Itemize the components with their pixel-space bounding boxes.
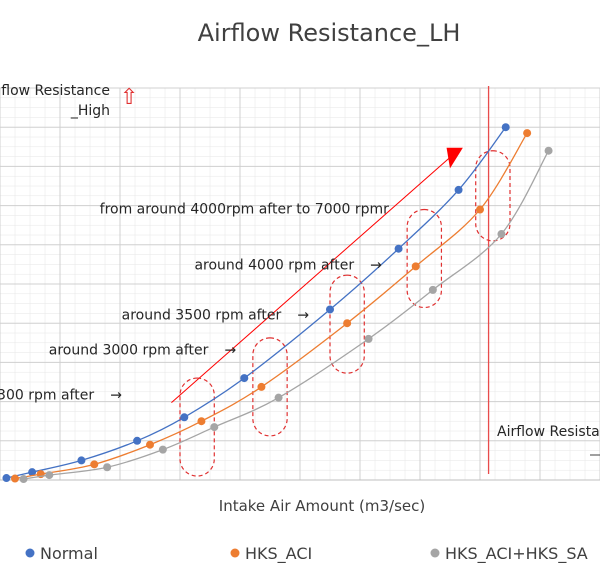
data-point xyxy=(501,123,510,132)
data-point xyxy=(428,285,437,294)
data-point xyxy=(133,436,142,445)
data-point xyxy=(19,475,28,484)
legend-marker xyxy=(230,548,240,558)
data-point xyxy=(497,230,506,239)
high-resistance-label-line2: _High xyxy=(70,103,110,119)
data-point xyxy=(326,305,334,314)
legend: Normal HKS_ACI HKS_ACI+HKS_SA xyxy=(25,544,588,564)
x-axis-label: Intake Air Amount (m3/sec) xyxy=(219,497,425,515)
high-resistance-label: flow Resistance xyxy=(1,83,110,99)
rpm-range-highlight xyxy=(406,208,443,309)
legend-marker xyxy=(430,548,440,558)
rpm-annotation: around 4000 rpm after xyxy=(194,257,354,273)
data-point xyxy=(523,129,532,138)
data-point xyxy=(274,393,283,402)
data-point xyxy=(103,463,112,472)
rpm-range-highlight xyxy=(329,274,365,374)
legend-label: HKS_ACI+HKS_SA xyxy=(445,544,588,564)
legend-label: HKS_ACI xyxy=(245,544,312,564)
data-point xyxy=(394,244,403,253)
data-point xyxy=(210,423,219,432)
annotation-arrow: → xyxy=(110,388,122,404)
legend-label: Normal xyxy=(40,544,98,563)
series-line-hks-aci-hks-sa xyxy=(23,150,550,480)
rpm-range-highlight xyxy=(252,337,288,437)
data-point xyxy=(411,262,420,271)
data-point xyxy=(158,445,167,454)
rpm-annotation: around 3000 rpm after xyxy=(49,343,209,359)
annotation-arrow: → xyxy=(297,307,309,323)
data-point xyxy=(45,471,54,480)
data-point xyxy=(2,474,11,483)
data-point xyxy=(197,417,206,426)
trend-arrow-line xyxy=(171,153,455,403)
data-point xyxy=(364,334,373,343)
data-point xyxy=(77,456,86,465)
chart-title: Airflow Resistance_LH xyxy=(198,19,461,47)
data-point xyxy=(180,413,189,422)
data-point xyxy=(11,474,19,483)
data-point xyxy=(146,440,154,449)
rpm-range-highlight xyxy=(475,150,511,242)
rpm-annotation: nd 2300 rpm after xyxy=(0,388,94,404)
airflow-resistance-limit-label: Airflow Resista xyxy=(497,424,600,440)
rpm-annotation: from around 4000rpm after to 7000 rpmr xyxy=(100,201,390,217)
data-point xyxy=(476,205,484,214)
data-point xyxy=(343,319,352,328)
rpm-range-highlight xyxy=(179,377,215,477)
rpm-annotation: around 3500 rpm after xyxy=(122,307,282,323)
data-point xyxy=(544,146,553,155)
high-resistance-up-arrow-icon: ⇧ xyxy=(120,85,138,110)
series-line-hks-aci xyxy=(14,132,528,480)
annotation-arrow: → xyxy=(224,343,236,359)
data-point xyxy=(257,382,266,391)
trend-arrow-head xyxy=(446,147,463,169)
annotation-arrow: → xyxy=(370,257,382,273)
data-point xyxy=(90,460,99,469)
plot-area: Airflow Resista from around 4000rpm after… xyxy=(0,83,600,484)
data-point xyxy=(28,468,37,477)
legend-marker xyxy=(25,548,35,558)
data-point xyxy=(240,374,249,383)
data-point xyxy=(454,185,463,194)
series-line-normal xyxy=(6,126,507,479)
